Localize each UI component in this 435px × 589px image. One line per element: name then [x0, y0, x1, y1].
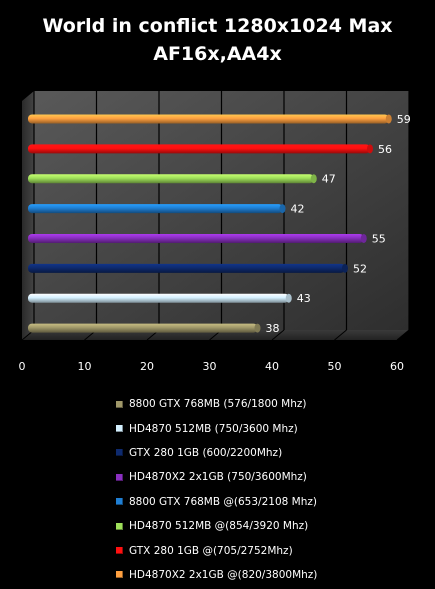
bar-cap	[360, 233, 367, 243]
legend-label: HD4870 512MB @(854/3920 Mhz)	[129, 520, 309, 533]
bar-cap	[310, 174, 317, 184]
side-wall	[22, 91, 34, 340]
x-tick-label: 0	[19, 360, 26, 373]
chart-title: World in conflict 1280x1024 Max AF16x,AA…	[0, 12, 435, 68]
data-label: 59	[397, 113, 411, 126]
floor-gridline	[271, 329, 285, 341]
legend-label: GTX 280 1GB @(705/2752Mhz)	[129, 544, 293, 557]
bar-body	[28, 114, 389, 124]
bar: 56	[28, 143, 392, 156]
bar-body	[28, 144, 370, 154]
bar: 42	[28, 203, 305, 216]
x-tick-label: 60	[390, 360, 404, 373]
legend-item: HD4870 512MB @(854/3920 Mhz)	[116, 514, 317, 538]
legend-label: HD4870X2 2x1GB @(820/3800Mhz)	[129, 568, 318, 581]
bar-body	[28, 263, 345, 273]
legend-label: 8800 GTX 768MB (576/1800 Mhz)	[129, 398, 307, 411]
legend-swatch	[116, 498, 123, 506]
x-tick-label: 20	[140, 360, 154, 373]
bar-cap	[367, 144, 373, 154]
legend-swatch	[116, 522, 123, 530]
bar: 47	[28, 173, 336, 186]
data-label: 42	[291, 203, 305, 216]
data-label: 55	[372, 232, 386, 245]
legend-swatch	[116, 547, 123, 555]
legend-swatch	[116, 473, 123, 481]
floor-gridline	[396, 329, 410, 341]
legend-item: GTX 280 1GB (600/2200Mhz)	[116, 441, 317, 465]
bar: 59	[28, 113, 411, 126]
data-label: 56	[378, 143, 392, 156]
legend-label: GTX 280 1GB (600/2200Mhz)	[129, 446, 283, 459]
data-label: 47	[322, 173, 336, 186]
bar-body	[28, 174, 314, 184]
floor-gridline	[334, 329, 347, 341]
bar: 38	[28, 322, 280, 335]
bar-cap	[385, 114, 392, 124]
bar-cap	[279, 204, 286, 214]
legend-item: HD4870 512MB (750/3600 Mhz)	[116, 416, 317, 440]
x-axis-ticks: 0 10 20 30 40 50 60	[19, 360, 405, 373]
bar-body	[28, 323, 258, 333]
bar-cap	[254, 323, 261, 333]
bars: 59 56 47 42 55 52 43 38	[28, 113, 411, 335]
legend-label: 8800 GTX 768MB @(653/2108 Mhz)	[129, 495, 317, 508]
legend-swatch	[116, 425, 123, 433]
chart-title-line-1: World in conflict 1280x1024 Max	[42, 15, 393, 37]
legend: 8800 GTX 768MB (576/1800 Mhz) HD4870 512M…	[116, 392, 317, 587]
bar-body	[28, 204, 283, 214]
legend-item: 8800 GTX 768MB (576/1800 Mhz)	[116, 392, 317, 416]
legend-item: HD4870X2 2x1GB @(820/3800Mhz)	[116, 563, 317, 587]
bar-body	[28, 293, 289, 303]
legend-item: GTX 280 1GB @(705/2752Mhz)	[116, 538, 317, 562]
x-tick-label: 30	[203, 360, 217, 373]
data-label: 38	[266, 322, 280, 335]
legend-item: 8800 GTX 768MB @(653/2108 Mhz)	[116, 490, 317, 514]
legend-swatch	[116, 571, 123, 579]
legend-swatch	[116, 400, 123, 408]
data-label: 43	[297, 292, 311, 305]
x-tick-label: 50	[328, 360, 342, 373]
x-tick-label: 40	[265, 360, 279, 373]
bar-cap	[342, 263, 348, 273]
data-label: 52	[353, 262, 367, 275]
x-tick-label: 10	[78, 360, 92, 373]
legend-swatch	[116, 449, 123, 457]
bar: 55	[28, 232, 386, 245]
bar-body	[28, 233, 364, 243]
bar-cap	[285, 293, 292, 303]
chart-title-line-2: AF16x,AA4x	[153, 43, 282, 65]
legend-label: HD4870X2 2x1GB (750/3600Mhz)	[129, 471, 307, 484]
bar: 43	[28, 292, 311, 305]
legend-label: HD4870 512MB (750/3600 Mhz)	[129, 422, 298, 435]
legend-item: HD4870X2 2x1GB (750/3600Mhz)	[116, 465, 317, 489]
bar: 52	[28, 262, 367, 275]
